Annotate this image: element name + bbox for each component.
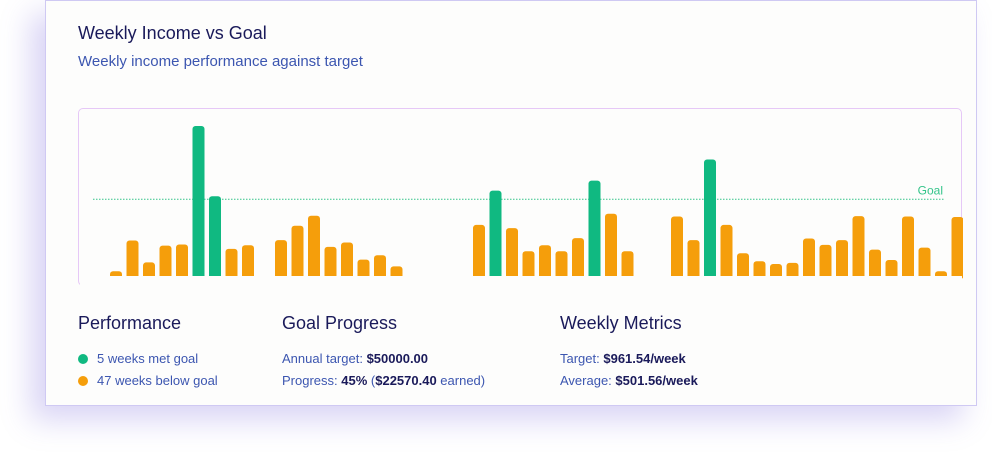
progress-open: ( <box>367 373 376 388</box>
goal-label: Goal <box>918 183 943 197</box>
average-row: Average: $501.56/week <box>560 370 698 392</box>
bar-week-16 <box>357 259 370 279</box>
bar-week-49 <box>902 216 914 279</box>
chart-area: Goal <box>78 108 963 286</box>
below-dot-icon <box>78 376 88 386</box>
bar-week-8 <box>225 248 238 279</box>
bar-week-32 <box>621 251 634 279</box>
bar-week-45 <box>836 240 848 279</box>
bar-week-42 <box>786 262 799 279</box>
progress-suffix: earned) <box>436 373 486 388</box>
bar-week-25 <box>506 228 518 279</box>
bar-week-46 <box>852 216 865 279</box>
bar-week-18 <box>390 266 403 279</box>
average-value: $501.56/week <box>615 373 698 388</box>
income-card: Weekly Income vs Goal Weekly income perf… <box>45 0 977 406</box>
weekly-metrics-heading: Weekly Metrics <box>560 313 682 333</box>
bar-week-27 <box>539 245 551 279</box>
bar-week-36 <box>687 240 700 279</box>
bar-week-5 <box>176 244 188 279</box>
bar-week-39 <box>737 253 749 279</box>
bar-week-7 <box>209 196 221 279</box>
annual-target-row: Annual target: $50000.00 <box>282 348 485 370</box>
bar-week-52 <box>951 216 963 279</box>
below-legend-item: 47 weeks below goal <box>78 370 218 392</box>
bar-week-41 <box>770 264 782 279</box>
performance-section: Performance 5 weeks met goal 47 weeks be… <box>78 313 218 392</box>
bar-week-40 <box>753 261 766 279</box>
bar-week-15 <box>341 242 353 279</box>
annual-target-value: $50000.00 <box>366 351 429 366</box>
goal-progress-heading: Goal Progress <box>282 313 398 333</box>
bar-week-12 <box>291 225 304 279</box>
bar-week-4 <box>159 245 172 279</box>
chart-title: Weekly Income vs Goal <box>78 23 267 43</box>
average-label: Average: <box>560 373 616 388</box>
bar-week-28 <box>555 251 568 279</box>
met-legend-item: 5 weeks met goal <box>78 348 218 370</box>
bar-week-9 <box>242 245 254 279</box>
progress-percent: 45% <box>341 373 368 388</box>
bar-week-29 <box>572 238 584 279</box>
met-text: 5 weeks met goal <box>97 351 199 366</box>
bar-chart: Goal <box>80 126 963 286</box>
bar-week-3 <box>143 262 155 279</box>
target-label: Target: <box>560 351 604 366</box>
bar-week-30 <box>588 180 601 279</box>
bar-week-44 <box>819 244 832 279</box>
bar-week-23 <box>473 224 485 279</box>
progress-row: Progress: 45% ($22570.40 earned) <box>282 370 485 392</box>
bar-week-37 <box>704 159 716 279</box>
bar-week-11 <box>275 240 287 279</box>
weekly-metrics-section: Weekly Metrics Target: $961.54/week Aver… <box>560 313 698 392</box>
bar-week-13 <box>308 215 320 279</box>
bar-week-38 <box>720 224 733 279</box>
met-dot-icon <box>78 354 88 364</box>
progress-earned: $22570.40 <box>375 373 437 388</box>
bar-week-14 <box>324 246 337 279</box>
progress-label: Progress: <box>282 373 342 388</box>
baseline-mask <box>80 276 962 286</box>
bar-week-26 <box>522 251 535 279</box>
goal-progress-section: Goal Progress Annual target: $50000.00 P… <box>282 313 485 392</box>
bar-week-17 <box>374 255 386 279</box>
bar-week-2 <box>126 240 139 279</box>
bar-week-50 <box>918 247 931 279</box>
chart-subtitle: Weekly income performance against target <box>78 53 363 70</box>
bar-week-31 <box>605 213 617 279</box>
performance-heading: Performance <box>78 313 182 333</box>
bar-week-24 <box>489 190 502 279</box>
target-row: Target: $961.54/week <box>560 348 698 370</box>
annual-target-label: Annual target: <box>282 351 367 366</box>
below-text: 47 weeks below goal <box>97 373 218 388</box>
bar-week-43 <box>803 238 815 279</box>
bar-week-35 <box>671 216 683 279</box>
bar-week-48 <box>885 260 898 279</box>
target-value: $961.54/week <box>603 351 686 366</box>
bar-week-47 <box>869 249 881 279</box>
bar-week-6 <box>192 126 205 279</box>
